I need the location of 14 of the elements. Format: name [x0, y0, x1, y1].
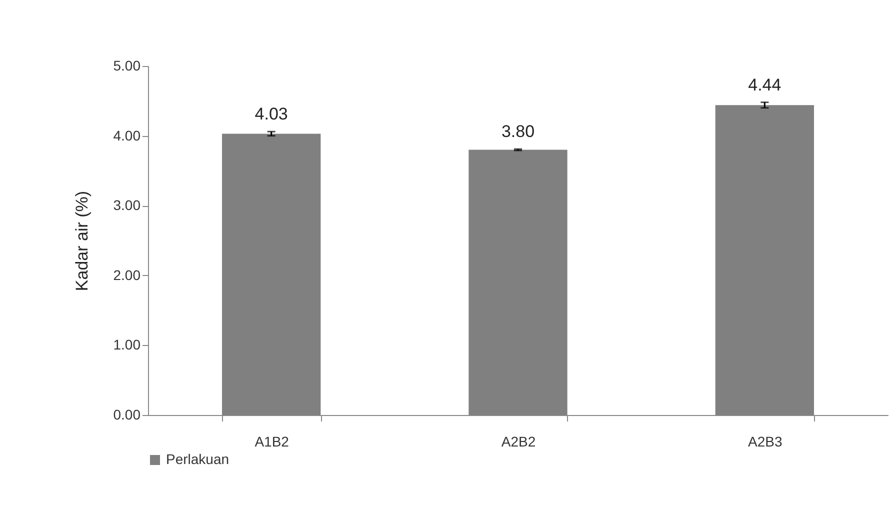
x-tick-label: A2B3 — [748, 434, 783, 450]
y-tick-label: 5.00 — [113, 58, 141, 74]
y-tick-label: 2.00 — [113, 266, 141, 283]
y-tick-label: 0.00 — [113, 406, 141, 422]
y-tick-label: 4.00 — [113, 127, 141, 144]
y-tick-label: 3.00 — [113, 197, 141, 214]
data-label: 3.80 — [501, 122, 535, 142]
legend-label: Perlakuan — [166, 451, 230, 467]
x-tick-label: A1B2 — [254, 434, 290, 450]
data-label: 4.03 — [254, 104, 288, 124]
data-label: 4.44 — [748, 75, 782, 94]
y-tick-label: 1.00 — [113, 336, 141, 353]
x-tick-label: A2B2 — [501, 434, 536, 450]
y-axis-title: Kadar air (%) — [72, 190, 92, 292]
